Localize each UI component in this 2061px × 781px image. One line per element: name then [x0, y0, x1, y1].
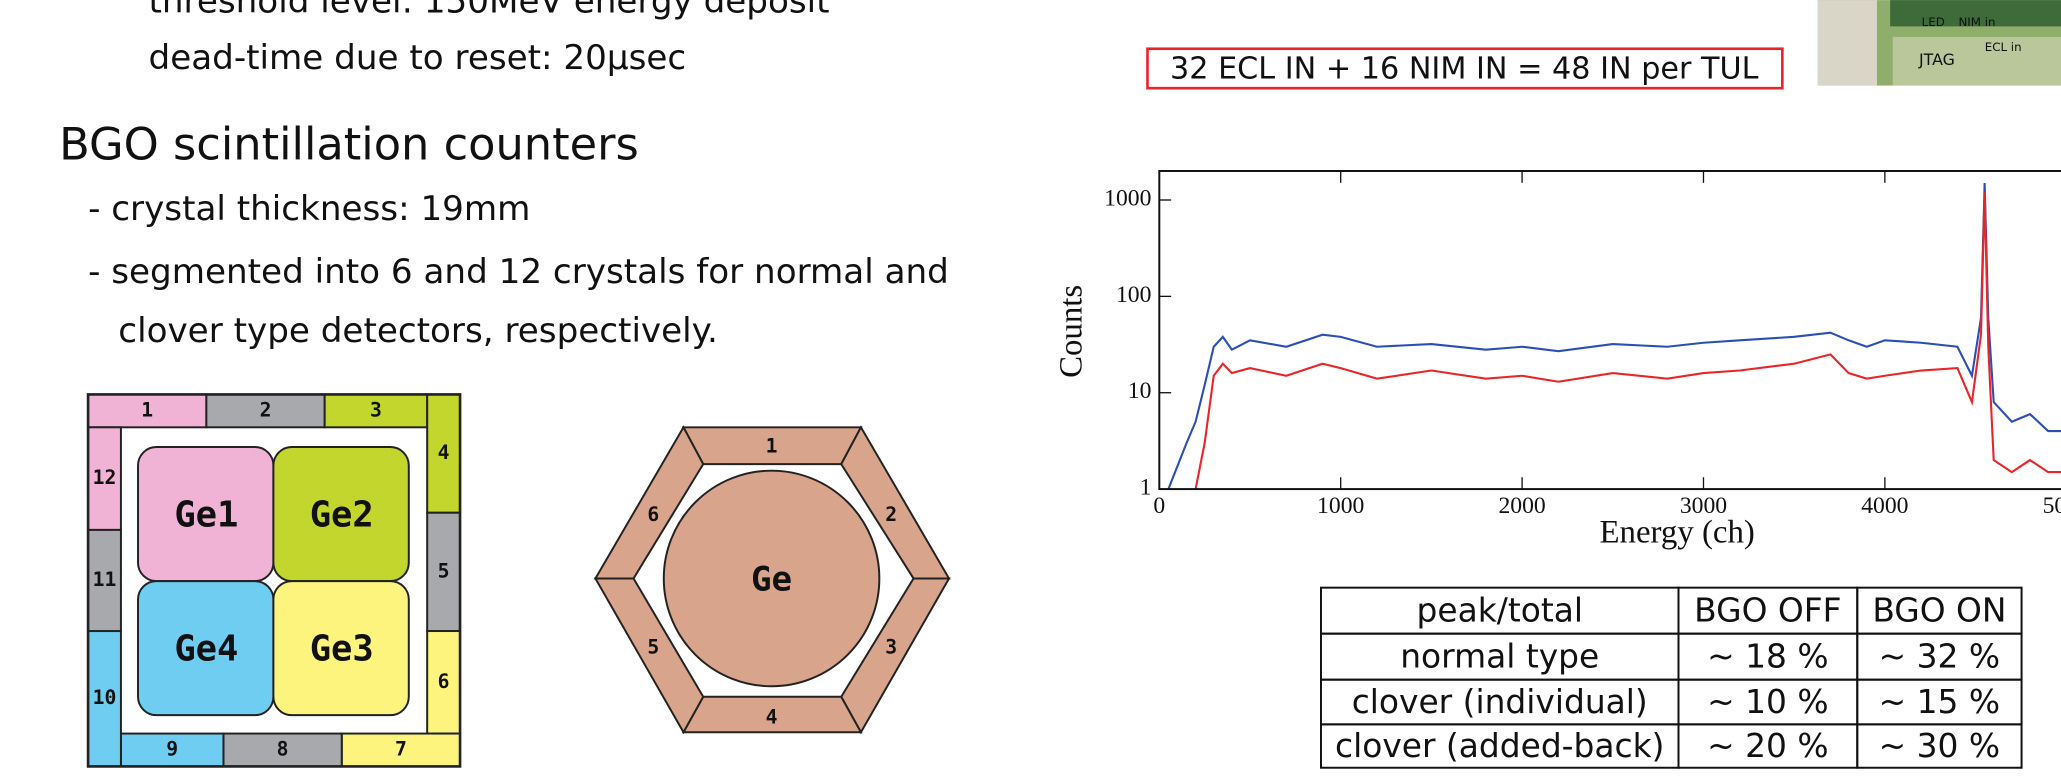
segment-label: 8	[277, 737, 289, 760]
table-text: BGO ON	[1872, 590, 2006, 629]
x-axis-label: Energy (ch)	[1599, 515, 1754, 551]
table-text: ~ 20 %	[1707, 726, 1828, 765]
table: peak/total BGO OFF BGO ON normal type ~ 18 %…	[1321, 588, 2022, 768]
segment-label: 6	[438, 670, 450, 693]
table-text: ~ 15 %	[1879, 682, 2000, 721]
x-tick-label: 4000	[1861, 493, 1908, 519]
x-tick-label: 5000	[2043, 493, 2061, 519]
photo: LED NIM in JTAG ECL in	[1818, 0, 2061, 85]
segment-label: 9	[166, 737, 178, 760]
segment-label: 11	[93, 568, 117, 591]
segment-label: 6	[647, 503, 659, 526]
crystal-label: Ge	[751, 560, 792, 600]
crystal-label: Ge3	[310, 629, 374, 670]
segment-label: 12	[93, 466, 117, 489]
photo-label: LED	[1922, 15, 1945, 29]
segment-label: 1	[766, 435, 778, 458]
table-text: ~ 10 %	[1707, 682, 1828, 721]
segment-label: 2	[260, 398, 272, 421]
table-text: normal type	[1400, 636, 1599, 675]
segment-label: 1	[141, 398, 153, 421]
table-text: ~ 32 %	[1879, 636, 2000, 675]
heading: BGO scintillation counters	[59, 118, 639, 170]
table-text: peak/total	[1417, 590, 1583, 629]
table-text: BGO OFF	[1694, 590, 1841, 629]
segment-label: 2	[885, 503, 897, 526]
series-line	[1196, 192, 2061, 489]
segment-label: 3	[885, 636, 897, 659]
photo-label: ECL in	[1985, 40, 2022, 54]
photo-label: JTAG	[1918, 50, 1955, 69]
series-line	[1168, 183, 2061, 489]
text-line: dead-time due to reset: 20μsec	[149, 38, 687, 78]
photo-label: NIM in	[1958, 15, 1995, 29]
table-text: ~ 18 %	[1707, 636, 1828, 675]
x-tick-label: 1000	[1317, 493, 1364, 519]
y-tick-label: 100	[1116, 282, 1151, 308]
text-line: threshold level: 150MeV energy deposit	[149, 0, 830, 21]
x-tick-label: 2000	[1498, 493, 1545, 519]
slide: threshold level: 150MeV energy deposit d…	[0, 0, 2061, 781]
note: 32 ECL IN + 16 NIM IN = 48 IN per TUL	[1170, 51, 1759, 86]
segment-label: 10	[93, 686, 117, 709]
y-tick-label: 10	[1128, 378, 1152, 404]
plot-frame	[1159, 171, 2061, 489]
y-axis-label: Counts	[1053, 285, 1089, 378]
segment-label: 4	[438, 441, 450, 464]
segment-label: 5	[438, 559, 450, 582]
crystal-label: Ge4	[174, 629, 238, 670]
bullet: - segmented into 6 and 12 crystals for n…	[88, 252, 949, 292]
y-tick-label: 1000	[1104, 185, 1151, 211]
crystal-label: Ge1	[174, 495, 238, 536]
segment-label: 7	[395, 737, 407, 760]
table-text: ~ 30 %	[1879, 726, 2000, 765]
table-text: clover (individual)	[1352, 682, 1648, 721]
segment-label: 4	[766, 705, 778, 728]
bullet: clover type detectors, respectively.	[118, 311, 718, 351]
bullet: - crystal thickness: 19mm	[88, 189, 530, 229]
segment-label: 3	[370, 398, 382, 421]
table-text: clover (added-back)	[1335, 726, 1664, 765]
segment-label: 5	[647, 636, 659, 659]
y-tick-label: 1	[1140, 475, 1152, 501]
x-tick-label: 0	[1153, 493, 1165, 519]
page: {"text":{"threshold":"threshold level: 1…	[0, 0, 2061, 781]
crystal-label: Ge2	[310, 495, 374, 536]
chart: 0100020003000400050001101001000Energy (c…	[1053, 171, 2061, 551]
